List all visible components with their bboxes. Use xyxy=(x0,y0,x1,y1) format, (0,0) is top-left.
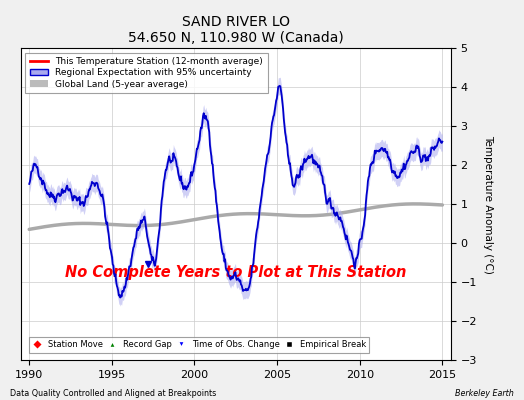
Title: SAND RIVER LO
54.650 N, 110.980 W (Canada): SAND RIVER LO 54.650 N, 110.980 W (Canad… xyxy=(128,15,344,46)
Text: No Complete Years to Plot at This Station: No Complete Years to Plot at This Statio… xyxy=(65,265,407,280)
Legend: Station Move, Record Gap, Time of Obs. Change, Empirical Break: Station Move, Record Gap, Time of Obs. C… xyxy=(29,337,369,353)
Text: Data Quality Controlled and Aligned at Breakpoints: Data Quality Controlled and Aligned at B… xyxy=(10,389,217,398)
Y-axis label: Temperature Anomaly (°C): Temperature Anomaly (°C) xyxy=(484,134,494,274)
Text: Berkeley Earth: Berkeley Earth xyxy=(455,389,514,398)
